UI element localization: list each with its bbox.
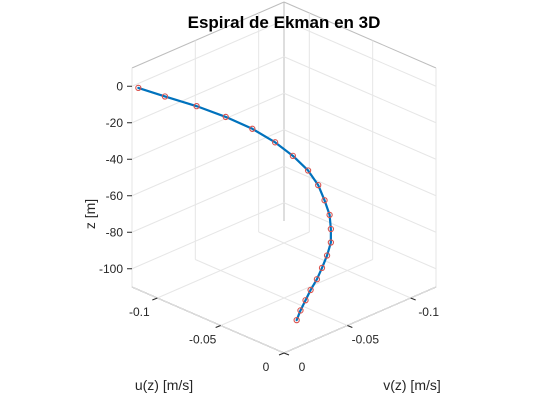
v-tick-label: -0.1 [418, 305, 439, 319]
data-point [302, 297, 309, 304]
data-point [293, 316, 300, 324]
u-tick-mark [152, 297, 158, 301]
data-point [307, 286, 314, 294]
data-point [161, 93, 169, 100]
z-axis-label: z [m] [82, 199, 98, 229]
grid-line [283, 92, 437, 160]
grid-line [283, 129, 437, 197]
data-point [289, 152, 297, 159]
grid-line [220, 259, 373, 326]
grid-line [283, 165, 437, 233]
data-point [249, 125, 256, 132]
grid-line [131, 19, 285, 87]
grid-line [283, 56, 437, 124]
data-point [326, 211, 333, 219]
u-tick-label: -0.05 [189, 333, 217, 347]
v-tick-mark [283, 352, 290, 356]
ekman-spiral-line [137, 86, 332, 322]
data-point [297, 307, 304, 314]
tick-labels: -0.1 -0.05 0 -0.1 -0.05 0 0 -20 -40 -60 -80 -100 [99, 79, 439, 374]
u-axis-label: u(z) [m/s] [135, 377, 193, 393]
grid-line [131, 202, 285, 270]
z-tick-label: -60 [106, 189, 124, 203]
data-point [323, 252, 331, 259]
grid-line [131, 165, 285, 233]
grid-lines [131, 13, 437, 354]
data-point [193, 103, 200, 110]
data-point [327, 225, 335, 233]
data-point [321, 197, 328, 204]
grid-line [131, 56, 285, 124]
grid-line [283, 19, 437, 87]
data-point [304, 167, 312, 174]
grid-line [131, 286, 285, 354]
grid-line [195, 259, 348, 326]
chart-title: Espiral de Ekman en 3D [188, 13, 381, 32]
u-tick-mark [215, 325, 221, 328]
v-tick-label: -0.05 [352, 333, 380, 347]
z-tick-label: -20 [106, 116, 124, 130]
v-axis-label: v(z) [m/s] [383, 377, 441, 393]
v-tick-mark [347, 325, 353, 328]
grid-line [131, 129, 285, 197]
series [135, 84, 335, 324]
v-tick-label: 0 [299, 360, 306, 374]
z-tick-label: -100 [99, 262, 123, 276]
box-edge [131, 1, 285, 69]
data-point [318, 264, 326, 272]
u-tick-mark [278, 352, 285, 356]
data-point [135, 84, 142, 92]
z-tick-label: -80 [106, 225, 124, 239]
u-tick-label: -0.1 [129, 305, 150, 319]
data-point [271, 139, 279, 146]
data-point [222, 113, 229, 121]
grid-line [283, 202, 437, 270]
u-tick-label: 0 [263, 360, 270, 374]
data-point [313, 276, 321, 283]
z-tick-label: 0 [116, 79, 123, 93]
grid-line [258, 231, 411, 299]
grid-line [157, 231, 310, 299]
box-edge [283, 1, 437, 69]
v-tick-mark [410, 297, 416, 301]
z-tick-label: -40 [106, 152, 124, 166]
axes-box [131, 1, 437, 354]
data-point [327, 239, 335, 246]
grid-line [131, 92, 285, 160]
data-point [315, 181, 322, 189]
